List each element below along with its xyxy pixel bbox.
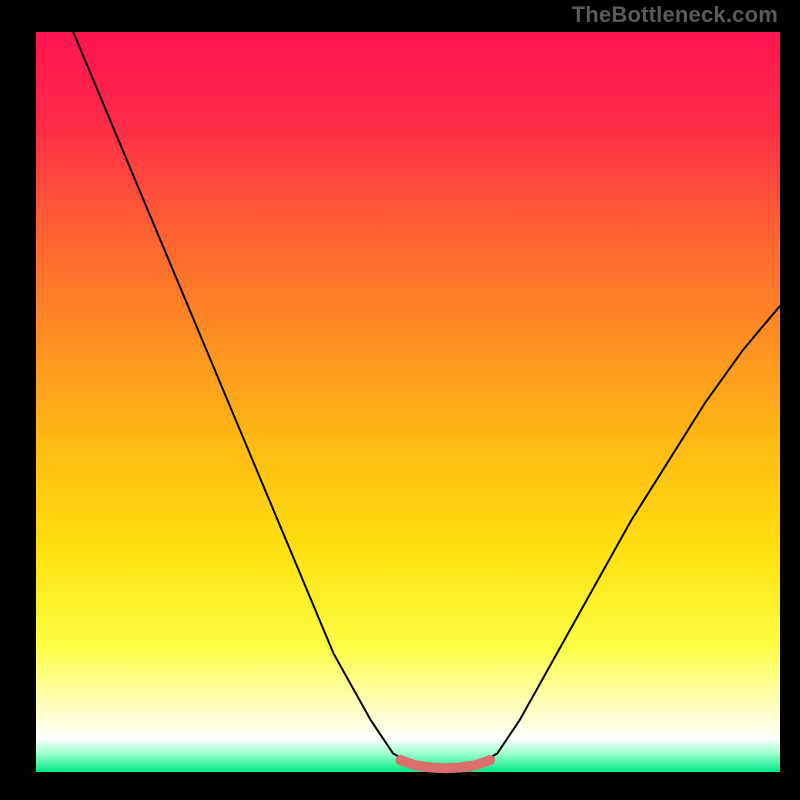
bottleneck-chart: [0, 0, 800, 800]
watermark-text: TheBottleneck.com: [572, 2, 778, 28]
root: TheBottleneck.com: [0, 0, 800, 800]
optimal-range-endpoint: [396, 755, 406, 765]
optimal-range-endpoint: [485, 755, 495, 765]
plot-area: [36, 32, 780, 772]
